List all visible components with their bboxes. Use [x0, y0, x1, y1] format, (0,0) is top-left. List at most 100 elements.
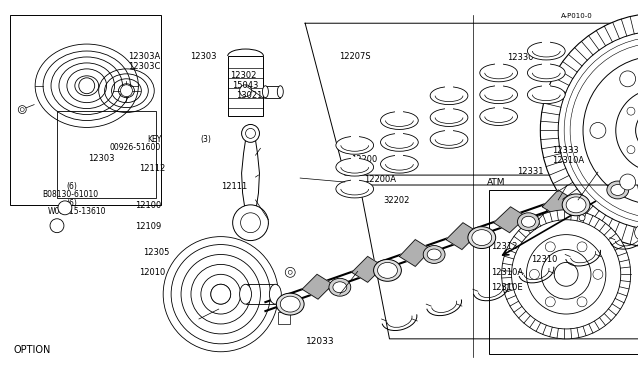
Text: (6): (6)	[66, 182, 77, 190]
Text: A-P010-0: A-P010-0	[561, 13, 593, 19]
Text: 12200: 12200	[351, 155, 378, 164]
Bar	[282, 299, 300, 306]
Circle shape	[241, 125, 259, 142]
Text: 12303A: 12303A	[128, 52, 161, 61]
Ellipse shape	[381, 155, 419, 173]
Ellipse shape	[374, 259, 401, 281]
Text: 12303: 12303	[190, 52, 216, 61]
Circle shape	[620, 71, 636, 87]
Ellipse shape	[423, 246, 445, 263]
Circle shape	[246, 128, 255, 138]
Ellipse shape	[562, 194, 590, 216]
Text: 12100: 12100	[135, 201, 161, 210]
Polygon shape	[241, 134, 259, 213]
Circle shape	[58, 201, 72, 215]
Text: 12310A: 12310A	[492, 267, 524, 276]
Bar	[278, 312, 290, 324]
Circle shape	[540, 13, 640, 247]
Ellipse shape	[277, 86, 284, 98]
Polygon shape	[352, 256, 383, 282]
Text: (6): (6)	[66, 199, 77, 208]
Ellipse shape	[381, 134, 419, 151]
Text: 12111: 12111	[221, 182, 248, 190]
Text: 12330: 12330	[508, 53, 534, 62]
Circle shape	[211, 284, 230, 304]
Ellipse shape	[276, 293, 304, 315]
Ellipse shape	[262, 86, 268, 98]
Polygon shape	[493, 207, 527, 232]
Circle shape	[579, 215, 585, 221]
Ellipse shape	[269, 284, 282, 304]
Ellipse shape	[329, 278, 351, 296]
Text: 12200A: 12200A	[364, 175, 396, 184]
Circle shape	[79, 78, 95, 94]
Circle shape	[50, 219, 64, 232]
Text: 12333: 12333	[552, 147, 579, 155]
Polygon shape	[302, 274, 333, 299]
Circle shape	[19, 106, 26, 113]
Bar	[57, 110, 156, 198]
Bar	[246, 284, 275, 304]
Ellipse shape	[480, 64, 518, 82]
Text: 12331: 12331	[517, 167, 543, 176]
Text: (3): (3)	[200, 135, 211, 144]
Circle shape	[554, 262, 578, 286]
Circle shape	[590, 122, 606, 138]
Ellipse shape	[430, 131, 468, 148]
Ellipse shape	[480, 108, 518, 125]
Text: 12303: 12303	[88, 154, 114, 163]
Ellipse shape	[381, 112, 419, 129]
Circle shape	[541, 250, 591, 299]
Text: B: B	[55, 223, 59, 228]
Circle shape	[239, 85, 252, 97]
Circle shape	[593, 269, 603, 279]
Text: 12033: 12033	[306, 337, 335, 346]
Text: B08130-61010: B08130-61010	[42, 190, 99, 199]
Ellipse shape	[566, 197, 586, 213]
Circle shape	[241, 213, 260, 232]
Circle shape	[511, 220, 621, 329]
Text: 13021: 13021	[236, 91, 262, 100]
Circle shape	[502, 210, 630, 339]
Text: 12302: 12302	[230, 71, 256, 80]
Polygon shape	[305, 23, 640, 175]
Polygon shape	[542, 190, 574, 217]
Ellipse shape	[607, 181, 628, 199]
Polygon shape	[360, 185, 640, 339]
Circle shape	[627, 107, 635, 115]
Ellipse shape	[611, 185, 625, 195]
Text: 12305: 12305	[143, 248, 170, 257]
Text: 12310E: 12310E	[492, 283, 523, 292]
Circle shape	[527, 235, 606, 314]
Circle shape	[577, 242, 587, 252]
Circle shape	[577, 297, 587, 307]
Ellipse shape	[527, 42, 565, 60]
Bar	[228, 56, 264, 116]
Circle shape	[285, 267, 295, 277]
Ellipse shape	[480, 86, 518, 104]
Ellipse shape	[378, 262, 397, 278]
Circle shape	[20, 108, 24, 112]
Text: 32202: 32202	[383, 196, 410, 205]
Circle shape	[288, 270, 292, 274]
Polygon shape	[399, 240, 431, 266]
Ellipse shape	[472, 230, 492, 246]
Ellipse shape	[336, 180, 374, 198]
Circle shape	[529, 269, 540, 279]
Text: 12207S: 12207S	[339, 52, 371, 61]
Ellipse shape	[280, 296, 300, 312]
Circle shape	[639, 229, 640, 237]
Text: 12303C: 12303C	[128, 61, 161, 71]
Text: W: W	[62, 205, 68, 210]
Text: KEY: KEY	[147, 135, 161, 144]
Ellipse shape	[333, 282, 347, 293]
Text: 12109: 12109	[135, 222, 161, 231]
Ellipse shape	[427, 249, 441, 260]
Ellipse shape	[239, 284, 252, 304]
Circle shape	[635, 225, 640, 241]
Circle shape	[620, 174, 636, 190]
Circle shape	[545, 242, 556, 252]
Bar	[10, 15, 161, 205]
Circle shape	[545, 297, 556, 307]
Ellipse shape	[430, 87, 468, 105]
